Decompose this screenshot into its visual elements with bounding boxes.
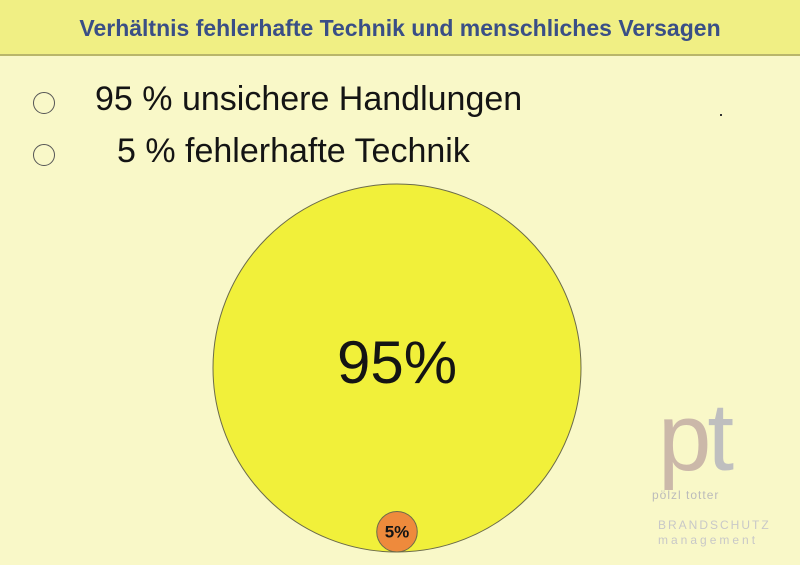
bubble-faulty-technology: [376, 510, 418, 553]
watermark-company-name: pölzl totter: [652, 488, 720, 502]
legend-item-faulty-technology: 5 % fehlerhafte Technik: [0, 132, 800, 172]
watermark-brand-line: BRANDSCHUTZ: [658, 518, 771, 532]
data-label-5: 5%: [385, 523, 410, 542]
stray-dot: [720, 114, 722, 116]
legend-label: 5 % fehlerhafte Technik: [117, 132, 470, 170]
data-label-95: 95%: [337, 329, 457, 396]
legend-item-unsafe-actions: 95 % unsichere Handlungen: [0, 80, 800, 120]
legend-label: 95 % unsichere Handlungen: [95, 80, 523, 118]
company-watermark: pt pölzl totter BRANDSCHUTZ management: [640, 390, 800, 565]
watermark-logo: pt: [658, 384, 734, 491]
chart-title: Verhältnis fehlerhafte Technik und mensc…: [79, 15, 721, 41]
yellow-circle-icon: [33, 92, 55, 114]
orange-circle-icon: [33, 144, 55, 166]
title-bar: Verhältnis fehlerhafte Technik und mensc…: [0, 0, 800, 56]
legend: 95 % unsichere Handlungen 5 % fehlerhaft…: [0, 0, 800, 180]
watermark-management-line: management: [658, 533, 759, 547]
